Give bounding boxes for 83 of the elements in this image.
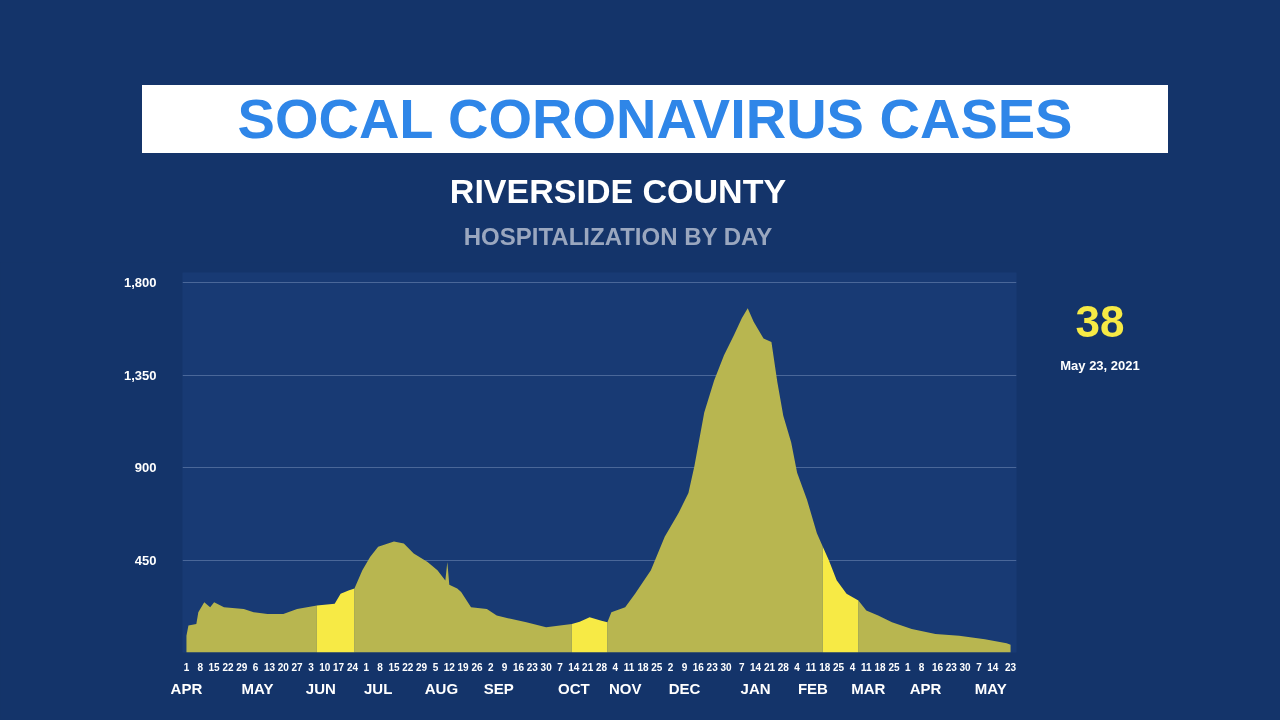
- x-tick-label: 25: [833, 661, 845, 673]
- x2-tick-label: JUN: [305, 679, 336, 697]
- x-tick-label: 9: [681, 661, 688, 673]
- x-tick-label: 9: [501, 661, 508, 673]
- text: HOSPITALIZATION BY DAY: [463, 223, 773, 251]
- x-tick-label: 2: [488, 661, 495, 673]
- x-tick-label: 23: [945, 661, 958, 673]
- x-tick-label: 13: [263, 661, 276, 673]
- x-tick-label: 1: [905, 661, 912, 673]
- x-tick-label: 27: [291, 661, 304, 673]
- x-tick-label: 18: [819, 661, 831, 673]
- x-tick-label: 30: [959, 661, 972, 673]
- x-tick-label: 28: [595, 661, 608, 673]
- x-tick-label: 10: [319, 661, 331, 673]
- x2-tick-label: JUL: [363, 679, 393, 697]
- chart-subtitle: RIVERSIDE COUNTY: [449, 171, 787, 212]
- x-tick-label: 22: [402, 661, 414, 673]
- x-tick-label: 11: [623, 661, 635, 673]
- x2-tick-label: FEB: [797, 679, 829, 697]
- x-tick-label: 7: [976, 661, 983, 673]
- x2-tick-label: MAY: [974, 679, 1007, 697]
- x2-tick-label: OCT: [557, 679, 590, 697]
- x-tick-label: 30: [540, 661, 553, 673]
- text: 38: [1075, 297, 1125, 347]
- x-tick-label: 7: [739, 661, 746, 673]
- x-tick-label: 16: [512, 661, 525, 673]
- x2-tick-label: APR: [909, 679, 942, 697]
- x2-tick-label: APR: [170, 679, 203, 697]
- y-tick-label: 450: [134, 552, 157, 568]
- x-tick-label: 22: [222, 661, 234, 673]
- x-tick-label: 21: [763, 661, 776, 673]
- x-tick-label: 23: [526, 661, 539, 673]
- x-tick-label: 8: [197, 661, 204, 673]
- x-tick-label: 4: [612, 661, 619, 673]
- x-tick-label: 25: [888, 661, 900, 673]
- x-tick-label: 30: [720, 661, 732, 673]
- x-tick-label: 29: [236, 661, 248, 673]
- x-tick-label: 5: [432, 661, 439, 673]
- x-tick-label: 7: [557, 661, 564, 673]
- x-tick-label: 11: [805, 661, 817, 673]
- x-tick-label: 18: [874, 661, 887, 673]
- x-tick-label: 16: [692, 661, 705, 673]
- x-tick-label: 18: [637, 661, 649, 673]
- x2-tick-label: DEC: [668, 679, 701, 697]
- text: May 23, 2021: [1060, 357, 1140, 375]
- x2-tick-label: AUG: [424, 679, 459, 697]
- x-tick-label: 26: [471, 661, 483, 673]
- x-tick-label: 28: [777, 661, 790, 673]
- x-tick-label: 14: [750, 661, 762, 673]
- x2-tick-label: MAR: [851, 679, 886, 697]
- y-tick-label: 1,800: [123, 275, 157, 291]
- x-tick-label: 2: [667, 661, 674, 673]
- y-tick-label: 1,350: [123, 367, 157, 383]
- x-tick-label: 16: [931, 661, 944, 673]
- x-tick-label: 11: [861, 661, 873, 673]
- x-tick-label: 14: [568, 661, 580, 673]
- x-tick-label: 8: [377, 661, 384, 673]
- x-tick-label: 4: [849, 661, 856, 673]
- x-tick-label: 23: [1005, 661, 1017, 673]
- x-tick-label: 1: [363, 661, 370, 673]
- x-tick-label: 4: [794, 661, 801, 673]
- x-tick-label: 8: [918, 661, 925, 673]
- x-tick-label: 14: [987, 661, 999, 673]
- x-tick-label: 25: [651, 661, 663, 673]
- x-tick-label: 29: [416, 661, 428, 673]
- x-tick-label: 6: [252, 661, 259, 673]
- x2-tick-label: JAN: [740, 679, 771, 697]
- x-tick-label: 15: [388, 661, 400, 673]
- x-tick-label: 24: [346, 661, 359, 673]
- x2-tick-label: MAY: [241, 679, 274, 697]
- x2-tick-label: NOV: [608, 679, 642, 697]
- x-tick-label: 21: [582, 661, 594, 673]
- x-tick-label: 1: [183, 661, 190, 673]
- x-tick-label: 17: [333, 661, 345, 673]
- x-tick-label: 15: [208, 661, 221, 673]
- x-tick-label: 23: [706, 661, 719, 673]
- x-tick-label: 20: [277, 661, 290, 673]
- x-tick-label: 12: [443, 661, 456, 673]
- chart-title: SOCAL CORONAVIRUS CASES: [237, 86, 1073, 152]
- x-tick-label: 19: [457, 661, 470, 673]
- x2-tick-label: SEP: [483, 679, 514, 697]
- y-tick-label: 900: [134, 460, 157, 476]
- x-tick-label: 3: [308, 661, 315, 673]
